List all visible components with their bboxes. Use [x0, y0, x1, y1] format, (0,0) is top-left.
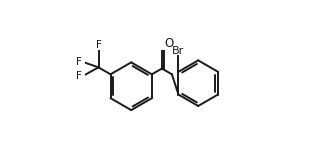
Text: F: F — [76, 71, 82, 81]
Text: Br: Br — [172, 46, 185, 56]
Text: O: O — [165, 37, 174, 50]
Text: F: F — [96, 40, 101, 50]
Text: F: F — [76, 57, 82, 67]
